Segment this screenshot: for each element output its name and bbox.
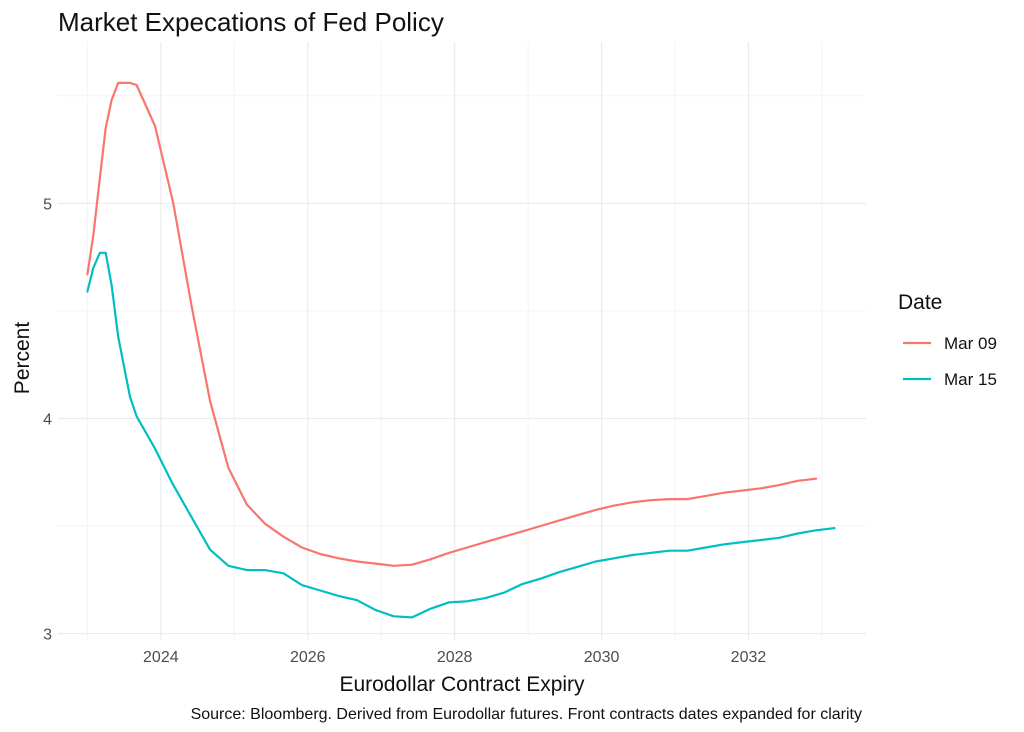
x-tick-label: 2028	[437, 649, 473, 666]
legend-label-1: Mar 09	[944, 334, 997, 353]
series-layer	[86, 81, 836, 619]
y-tick-label: 4	[43, 411, 52, 428]
gridlines	[58, 42, 866, 640]
x-axis-title: Eurodollar Contract Expiry	[339, 673, 585, 696]
x-tick-label: 2024	[143, 649, 179, 666]
plot-panel	[58, 42, 866, 640]
legend-label-2: Mar 15	[944, 370, 997, 389]
legend: Date Mar 09 Mar 15	[898, 291, 997, 389]
x-tick-label: 2026	[290, 649, 326, 666]
y-tick-label: 3	[43, 627, 52, 644]
x-tick-label: 2032	[731, 649, 767, 666]
y-axis-title: Percent	[11, 322, 34, 395]
series-line-1	[86, 81, 818, 567]
y-axis-ticks: 3 4 5	[43, 196, 52, 643]
legend-title: Date	[898, 291, 942, 314]
chart-caption: Source: Bloomberg. Derived from Eurodoll…	[191, 706, 862, 723]
y-tick-label: 5	[43, 196, 52, 213]
x-tick-label: 2030	[584, 649, 620, 666]
series-line-2	[86, 251, 836, 619]
x-axis-ticks: 2024 2026 2028 2030 2032	[143, 649, 766, 666]
chart-title: Market Expecations of Fed Policy	[58, 7, 444, 37]
